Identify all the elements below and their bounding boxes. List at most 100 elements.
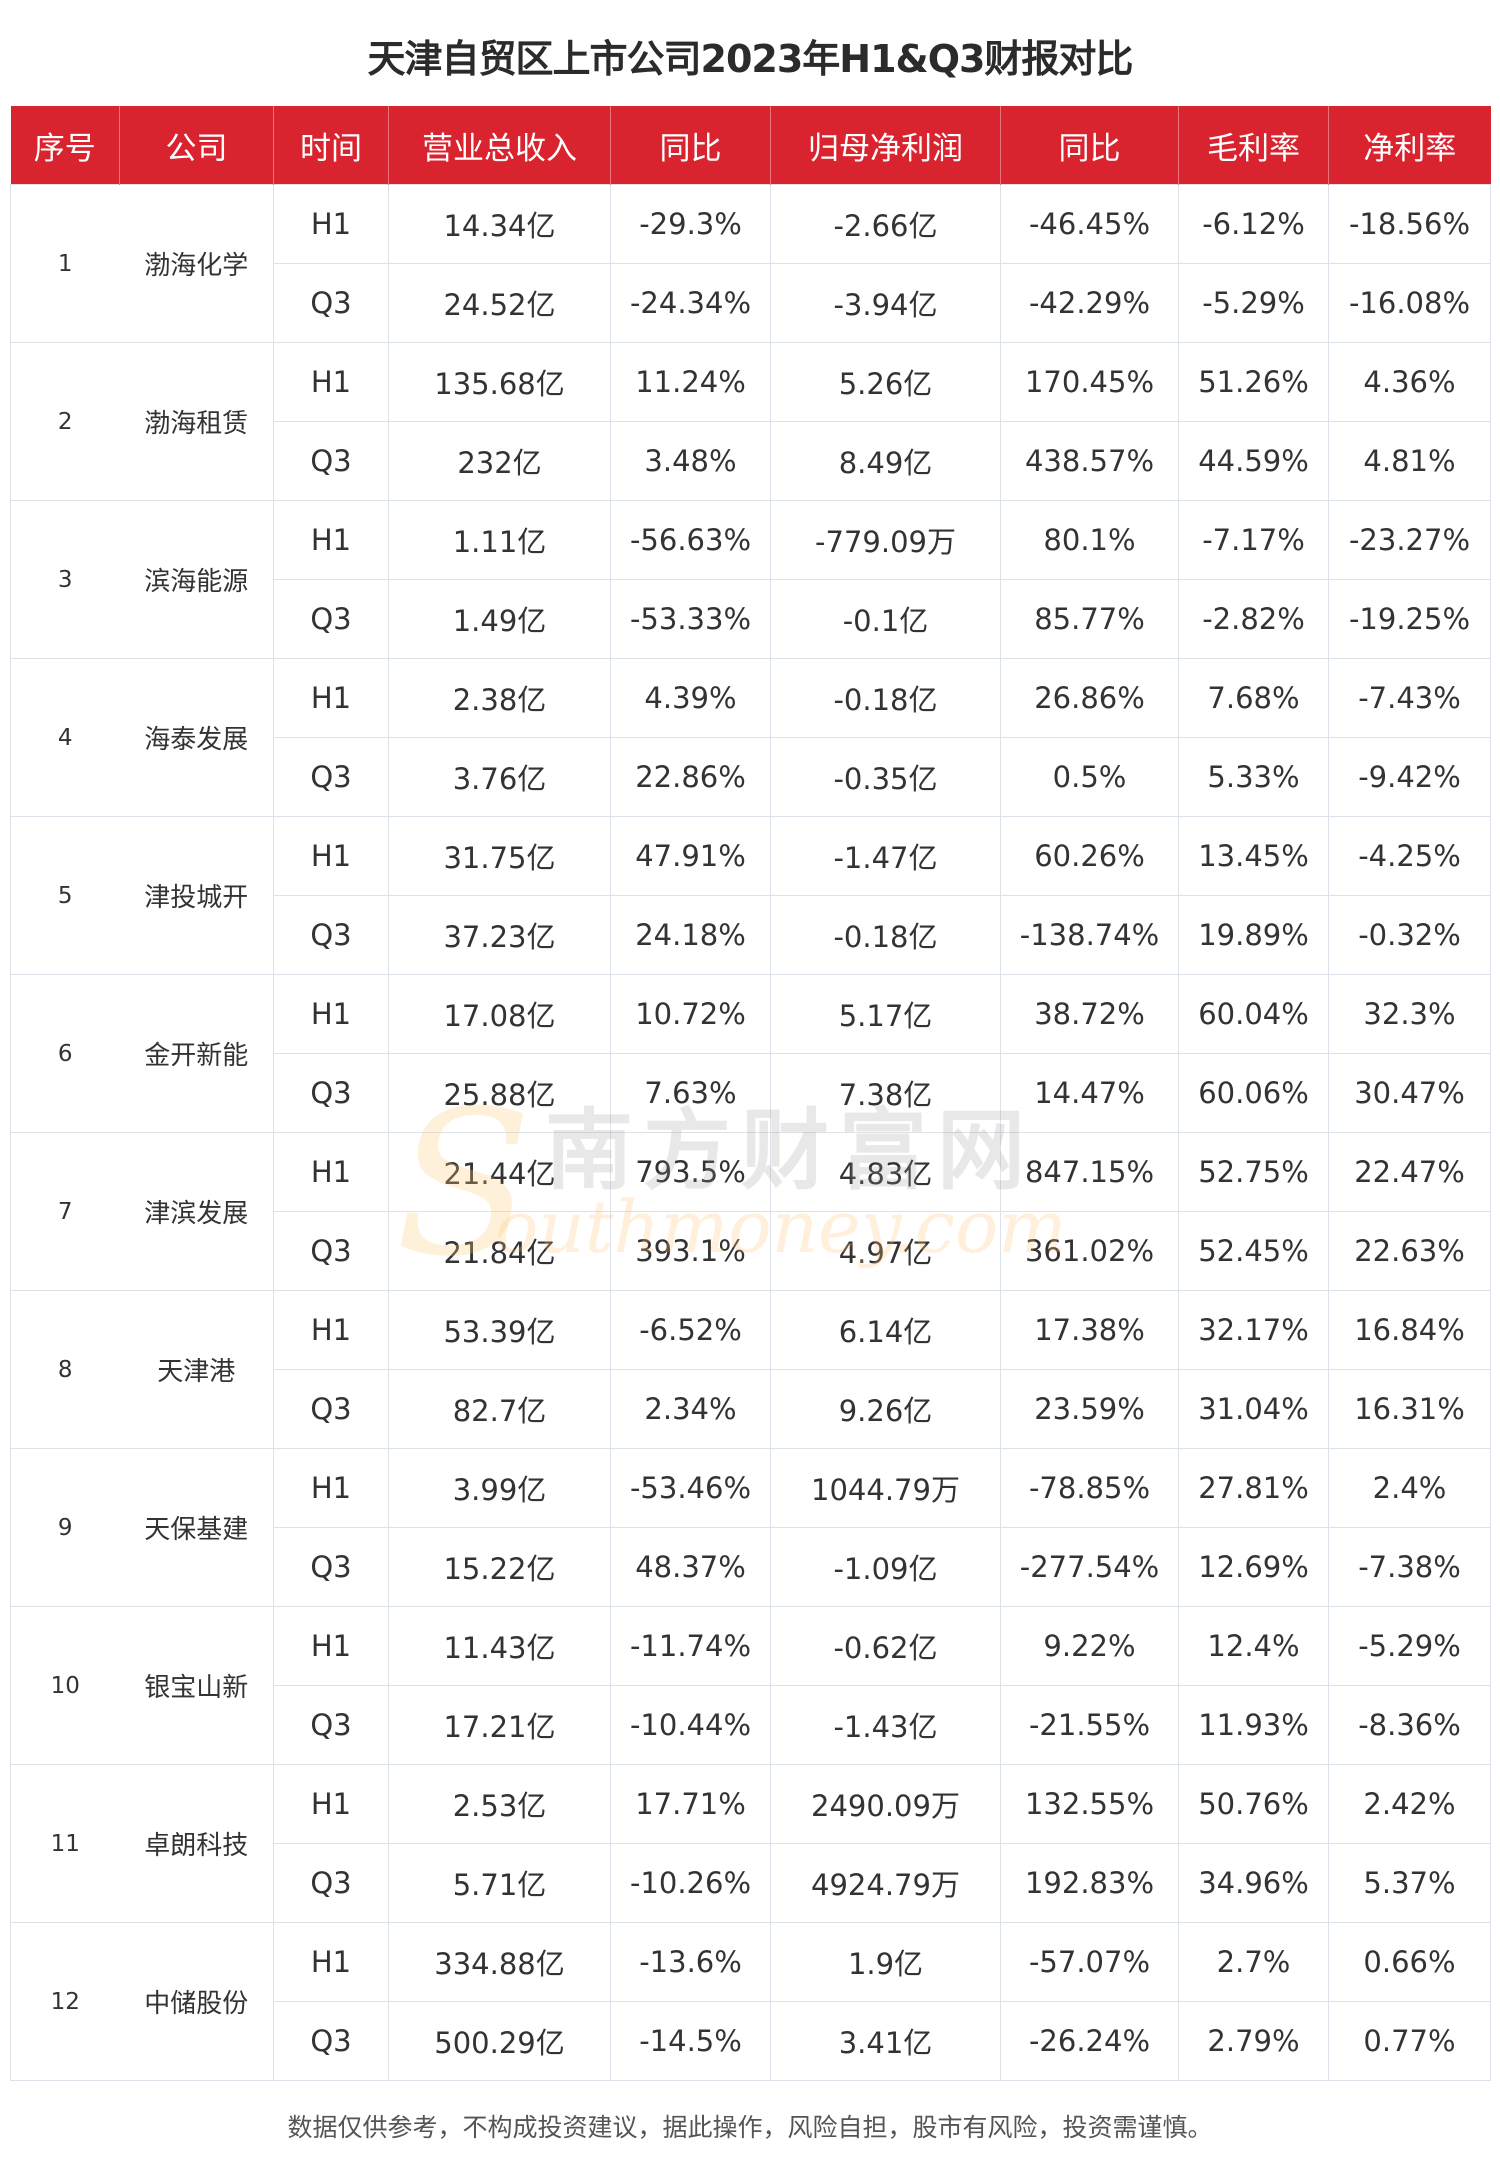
table-row: 9 天保基建 H1 3.99亿 -53.46% 1044.79万 -78.85% 27.81%…	[10, 1448, 1491, 1607]
company-name: 渤海租赁	[119, 342, 274, 501]
cell-revenue: 5.71亿	[388, 1843, 611, 1923]
cell-revenue-yoy: 47.91%	[610, 816, 771, 896]
cell-gross-margin: 19.89%	[1178, 895, 1329, 975]
cell-profit-yoy: -138.74%	[1000, 895, 1179, 975]
table-row: Q3 21.84亿 393.1% 4.97亿 361.02% 52.45% 22.63%	[11, 1211, 1491, 1291]
cell-net-profit: -1.09亿	[770, 1527, 1001, 1607]
cell-net-profit: 1.9亿	[770, 1922, 1001, 2002]
cell-profit-yoy: 38.72%	[1000, 974, 1179, 1054]
cell-gross-margin: 60.06%	[1178, 1053, 1329, 1133]
cell-revenue-yoy: -10.26%	[610, 1843, 771, 1923]
header-row: 序号 公司 时间 营业总收入 同比 归母净利润 同比 毛利率 净利率	[10, 106, 1491, 185]
cell-revenue: 21.84亿	[388, 1211, 611, 1291]
table-row: Q3 25.88亿 7.63% 7.38亿 14.47% 60.06% 30.47%	[11, 1053, 1491, 1133]
cell-gross-margin: 27.81%	[1178, 1448, 1329, 1528]
cell-net-profit: 7.38亿	[770, 1053, 1001, 1133]
table-row: Q3 82.7亿 2.34% 9.26亿 23.59% 31.04% 16.31%	[11, 1369, 1491, 1449]
col-header-net-profit: 归母净利润	[770, 106, 1001, 185]
cell-profit-yoy: 132.55%	[1000, 1764, 1179, 1844]
cell-time: Q3	[273, 895, 389, 975]
cell-net-profit: -2.66亿	[770, 184, 1001, 264]
table-row: Q3 1.49亿 -53.33% -0.1亿 85.77% -2.82% -19.25%	[11, 579, 1491, 659]
cell-time: H1	[273, 1132, 389, 1212]
company-name: 银宝山新	[119, 1606, 274, 1765]
cell-time: H1	[273, 658, 389, 738]
cell-net-profit: 4924.79万	[770, 1843, 1001, 1923]
cell-time: Q3	[273, 1843, 389, 1923]
table-row: 4 海泰发展 H1 2.38亿 4.39% -0.18亿 26.86% 7.68% -7.43%	[10, 658, 1491, 817]
financial-table: 序号 公司 时间 营业总收入 同比 归母净利润 同比 毛利率 净利率 1 渤海化学…	[10, 106, 1491, 2081]
company-name: 滨海能源	[119, 500, 274, 659]
cell-gross-margin: -2.82%	[1178, 579, 1329, 659]
cell-revenue-yoy: -10.44%	[610, 1685, 771, 1765]
cell-gross-margin: 2.7%	[1178, 1922, 1329, 2002]
table-row: Q3 37.23亿 24.18% -0.18亿 -138.74% 19.89% -0.32%	[11, 895, 1491, 975]
cell-gross-margin: 60.04%	[1178, 974, 1329, 1054]
cell-net-profit: 9.26亿	[770, 1369, 1001, 1449]
cell-revenue-yoy: 7.63%	[610, 1053, 771, 1133]
cell-revenue: 500.29亿	[388, 2001, 611, 2081]
cell-gross-margin: 11.93%	[1178, 1685, 1329, 1765]
cell-profit-yoy: 9.22%	[1000, 1606, 1179, 1686]
cell-gross-margin: 7.68%	[1178, 658, 1329, 738]
row-index: 3	[10, 500, 120, 659]
table-row: Q3 500.29亿 -14.5% 3.41亿 -26.24% 2.79% 0.77%	[11, 2001, 1491, 2081]
cell-net-profit: -0.1亿	[770, 579, 1001, 659]
cell-revenue: 135.68亿	[388, 342, 611, 422]
table-row: 2 渤海租赁 H1 135.68亿 11.24% 5.26亿 170.45% 51.26% 4.…	[10, 342, 1491, 501]
cell-revenue-yoy: 11.24%	[610, 342, 771, 422]
table-row: Q3 15.22亿 48.37% -1.09亿 -277.54% 12.69% -7.38%	[11, 1527, 1491, 1607]
company-name: 卓朗科技	[119, 1764, 274, 1923]
cell-revenue-yoy: 24.18%	[610, 895, 771, 975]
company-name: 津滨发展	[119, 1132, 274, 1291]
table-row: Q3 17.21亿 -10.44% -1.43亿 -21.55% 11.93% -8.36%	[11, 1685, 1491, 1765]
cell-gross-margin: -6.12%	[1178, 184, 1329, 264]
cell-time: Q3	[273, 579, 389, 659]
cell-net-margin: 32.3%	[1328, 974, 1491, 1054]
cell-profit-yoy: 0.5%	[1000, 737, 1179, 817]
cell-revenue: 334.88亿	[388, 1922, 611, 2002]
table-row: 12 中储股份 H1 334.88亿 -13.6% 1.9亿 -57.07% 2.7% 0.66…	[10, 1922, 1491, 2081]
cell-time: Q3	[273, 1053, 389, 1133]
cell-revenue-yoy: -24.34%	[610, 263, 771, 343]
cell-profit-yoy: -26.24%	[1000, 2001, 1179, 2081]
cell-profit-yoy: 170.45%	[1000, 342, 1179, 422]
table-row: 6 金开新能 H1 17.08亿 10.72% 5.17亿 38.72% 60.04% 32.3…	[10, 974, 1491, 1133]
company-name: 天保基建	[119, 1448, 274, 1607]
col-header-revenue: 营业总收入	[388, 106, 611, 185]
cell-profit-yoy: -57.07%	[1000, 1922, 1179, 2002]
cell-net-profit: 4.97亿	[770, 1211, 1001, 1291]
company-name: 中储股份	[119, 1922, 274, 2081]
cell-revenue: 14.34亿	[388, 184, 611, 264]
row-index: 1	[10, 184, 120, 343]
cell-gross-margin: 31.04%	[1178, 1369, 1329, 1449]
row-index: 2	[10, 342, 120, 501]
cell-revenue-yoy: 3.48%	[610, 421, 771, 501]
cell-net-profit: -3.94亿	[770, 263, 1001, 343]
cell-net-margin: 0.66%	[1328, 1922, 1491, 2002]
col-header-time: 时间	[273, 106, 389, 185]
col-header-index: 序号	[10, 106, 120, 185]
cell-time: Q3	[273, 1685, 389, 1765]
cell-net-margin: 4.36%	[1328, 342, 1491, 422]
col-header-company: 公司	[119, 106, 274, 185]
cell-revenue-yoy: -14.5%	[610, 2001, 771, 2081]
cell-revenue: 21.44亿	[388, 1132, 611, 1212]
cell-time: H1	[273, 184, 389, 264]
col-header-revenue-yoy: 同比	[610, 106, 771, 185]
company-name: 天津港	[119, 1290, 274, 1449]
cell-revenue-yoy: -13.6%	[610, 1922, 771, 2002]
cell-net-profit: -0.18亿	[770, 895, 1001, 975]
cell-gross-margin: 51.26%	[1178, 342, 1329, 422]
cell-gross-margin: 12.69%	[1178, 1527, 1329, 1607]
cell-net-profit: 1044.79万	[770, 1448, 1001, 1528]
cell-revenue: 2.38亿	[388, 658, 611, 738]
cell-net-profit: -0.35亿	[770, 737, 1001, 817]
cell-revenue-yoy: 393.1%	[610, 1211, 771, 1291]
table-row: 8 天津港 H1 53.39亿 -6.52% 6.14亿 17.38% 32.17% 16.84…	[10, 1290, 1491, 1449]
cell-revenue: 37.23亿	[388, 895, 611, 975]
cell-gross-margin: -7.17%	[1178, 500, 1329, 580]
cell-gross-margin: 32.17%	[1178, 1290, 1329, 1370]
cell-time: H1	[273, 1290, 389, 1370]
cell-revenue: 232亿	[388, 421, 611, 501]
